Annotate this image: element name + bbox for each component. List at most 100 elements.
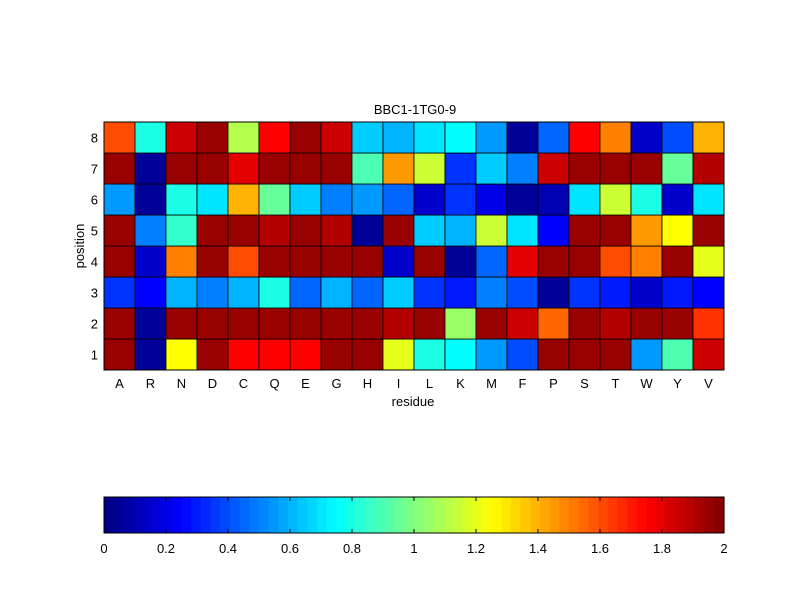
heatmap-cell <box>630 121 663 154</box>
colorbar-tick-label: 1.4 <box>529 541 547 556</box>
colorbar-ticks: 0 0.2 0.4 0.6 0.8 1 1.2 1.4 1.6 1.8 2 <box>100 497 728 556</box>
x-tick-label: I <box>397 376 401 391</box>
x-tick-label: R <box>146 376 155 391</box>
colorbar-segment <box>530 497 541 533</box>
heatmap-cell <box>320 276 353 309</box>
colorbar-segment <box>452 497 464 533</box>
heatmap-cell <box>599 276 632 309</box>
heatmap-cell <box>537 121 570 154</box>
heatmap-cell <box>165 152 198 185</box>
colorbar-segment <box>433 497 444 533</box>
colorbar-tick-label: 0 <box>100 541 107 556</box>
heatmap-cell <box>134 307 167 340</box>
heatmap-cell <box>196 245 229 278</box>
colorbar-segment <box>278 497 289 533</box>
colorbar-segment <box>307 497 318 533</box>
heatmap-cell <box>165 183 198 216</box>
heatmap-cell <box>568 121 601 154</box>
colorbar-segment <box>123 497 134 533</box>
heatmap-cell <box>413 183 446 216</box>
heatmap-cell <box>320 214 353 247</box>
colorbar-segment <box>617 497 628 533</box>
heatmap-cell <box>413 152 446 185</box>
colorbar-segment <box>181 497 192 533</box>
heatmap-cell <box>506 245 539 278</box>
colorbar-tick-label: 0.4 <box>219 541 237 556</box>
heatmap-cell <box>599 214 632 247</box>
x-tick-label: Y <box>673 376 682 391</box>
heatmap-cell <box>382 307 415 340</box>
x-tick-label: C <box>239 376 248 391</box>
colorbar-segment <box>423 497 434 533</box>
heatmap-cell <box>537 152 570 185</box>
heatmap-cell <box>661 152 694 185</box>
colorbar <box>104 497 725 533</box>
heatmap-cell <box>599 338 632 371</box>
colorbar-segment <box>268 497 279 533</box>
heatmap-cell <box>351 183 384 216</box>
colorbar-segment <box>462 497 473 533</box>
colorbar-segment <box>152 497 163 533</box>
heatmap-cell <box>382 338 415 371</box>
heatmap-cell <box>289 183 322 216</box>
heatmap-cell <box>382 152 415 185</box>
colorbar-segment <box>636 497 648 533</box>
heatmap-cell <box>568 276 601 309</box>
heatmap-cell <box>227 214 260 247</box>
colorbar-tick-label: 1 <box>410 541 417 556</box>
colorbar-segment <box>133 497 144 533</box>
y-tick-label: 7 <box>91 162 98 177</box>
heatmap-cell <box>103 338 136 371</box>
heatmap-cell <box>692 276 725 309</box>
x-axis-label: residue <box>392 394 435 409</box>
heatmap-cell <box>227 307 260 340</box>
heatmap-cell <box>413 121 446 154</box>
colorbar-segment <box>598 497 609 533</box>
heatmap-cell <box>258 276 291 309</box>
heatmap-cell <box>692 152 725 185</box>
heatmap-cell <box>568 338 601 371</box>
heatmap-cell <box>258 307 291 340</box>
colorbar-segment <box>220 497 231 533</box>
heatmap-cell <box>382 183 415 216</box>
colorbar-tick-label: 1.8 <box>653 541 671 556</box>
heatmap-cell <box>413 307 446 340</box>
heatmap-cell <box>165 214 198 247</box>
heatmap-cell <box>444 121 477 154</box>
colorbar-tick-label: 0.6 <box>281 541 299 556</box>
heatmap-cell <box>568 307 601 340</box>
colorbar-segment <box>569 497 580 533</box>
colorbar-segment <box>414 497 425 533</box>
y-tick-label: 5 <box>91 224 98 239</box>
y-tick-label: 4 <box>91 255 98 270</box>
colorbar-segment <box>365 497 376 533</box>
heatmap-cell <box>506 121 539 154</box>
heatmap-cell <box>196 183 229 216</box>
heatmap-cell <box>103 152 136 185</box>
y-tick-label: 2 <box>91 317 98 332</box>
heatmap-cell <box>661 183 694 216</box>
heatmap-cell <box>258 338 291 371</box>
heatmap-cell <box>289 276 322 309</box>
heatmap-cell <box>444 276 477 309</box>
colorbar-segment <box>607 497 619 533</box>
heatmap-cell <box>382 214 415 247</box>
heatmap-cell <box>475 307 508 340</box>
heatmap-cell <box>134 152 167 185</box>
colorbar-segment <box>675 497 686 533</box>
heatmap-cell <box>258 121 291 154</box>
heatmap-cell <box>227 183 260 216</box>
heatmap-cell <box>661 307 694 340</box>
heatmap-cell <box>165 245 198 278</box>
heatmap-cell <box>103 307 136 340</box>
heatmap-cell <box>289 121 322 154</box>
colorbar-segment <box>317 497 328 533</box>
heatmap-cell <box>444 183 477 216</box>
colorbar-tick-label: 1.6 <box>591 541 609 556</box>
heatmap-cell <box>692 183 725 216</box>
colorbar-segment <box>142 497 154 533</box>
heatmap-cell <box>537 183 570 216</box>
heatmap-cell <box>320 307 353 340</box>
plot-area-frame <box>103 121 725 371</box>
